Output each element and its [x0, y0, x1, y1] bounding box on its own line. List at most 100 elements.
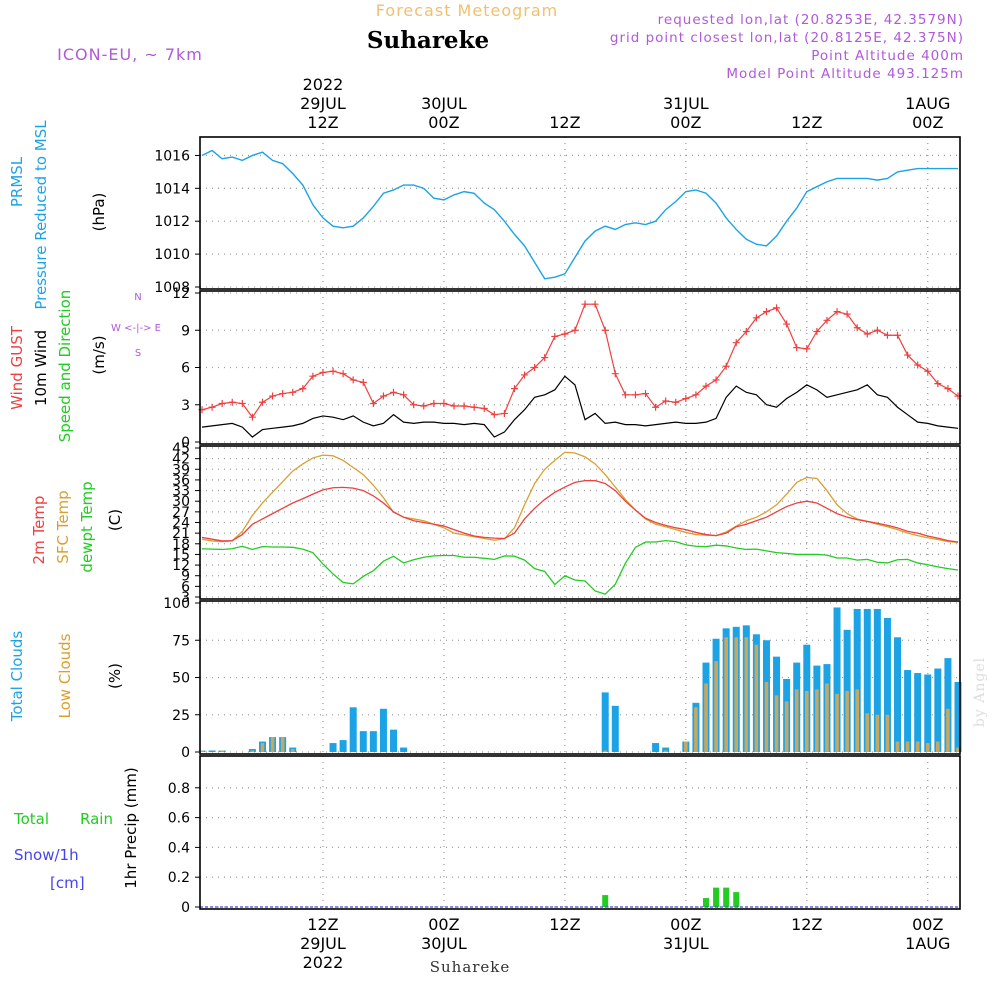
gust-point [833, 308, 841, 316]
direction-label: Speed and Direction [56, 290, 74, 443]
gust-point [551, 332, 559, 340]
low-cloud-bar [270, 737, 275, 752]
gust-point [611, 370, 619, 378]
wind-panel: 0 3 6 9 12 [172, 286, 962, 451]
low-cloud-bar [764, 681, 769, 752]
low-cloud-bar [704, 683, 708, 752]
y-tick-label: 50 [172, 671, 190, 687]
gust-point [591, 300, 599, 308]
gust-point [712, 376, 720, 384]
rain-bar [713, 887, 720, 907]
total-cloud-bar [390, 729, 398, 752]
wind-unit: (m/s) [90, 335, 108, 374]
gust-point [853, 324, 861, 332]
y-tick-label: 15 [172, 547, 190, 563]
low-cloud-bar [663, 750, 668, 752]
low-cloud-bar [714, 661, 718, 752]
gust-point [248, 413, 256, 421]
gust-point [752, 314, 760, 322]
y-tick-label: 1016 [154, 148, 190, 164]
total-cloud-bar [662, 747, 670, 752]
total-cloud-bar [934, 668, 942, 752]
location-title: Suhareke [367, 27, 489, 54]
gust-point [440, 400, 448, 408]
gust-point [601, 326, 609, 334]
time-axis-label: 00Z [912, 915, 943, 934]
gust-point [450, 402, 458, 410]
gust-point [218, 400, 226, 408]
low-cloud-bar [845, 690, 849, 752]
y-tick-label: 100 [163, 596, 190, 612]
rain-bar [723, 887, 730, 907]
y-tick-label: 6 [181, 579, 190, 595]
low-cloud-bar [744, 637, 749, 752]
gust-point [732, 339, 740, 347]
y-tick-label: 0 [181, 745, 190, 761]
gust-point [662, 397, 670, 405]
y-tick-label: 0.6 [168, 811, 190, 827]
requested-coords: requested lon,lat (20.8253E, 42.3579N) [658, 12, 964, 28]
total-cloud-bar [652, 743, 660, 752]
gust-point [894, 331, 902, 339]
total-cloud-bar [863, 608, 871, 752]
y-tick-label: 24 [172, 516, 190, 532]
snow-unit: [cm] [50, 874, 85, 892]
gust-point [531, 364, 539, 371]
time-axis-label: 2022 [303, 75, 344, 94]
gust-point [944, 385, 952, 393]
y-tick-label: 42 [172, 452, 190, 468]
low-cloud-bar [200, 750, 204, 752]
gust-point [631, 391, 639, 399]
time-axis-label: 12Z [307, 915, 338, 934]
low-cloud-bar [925, 743, 930, 752]
gust-point [480, 404, 488, 412]
gust-point [873, 326, 881, 334]
gust-point [269, 392, 277, 400]
gust-point [390, 388, 398, 396]
time-axis-label: 1AUG [905, 94, 950, 113]
gust-point [279, 390, 287, 398]
gust-point [883, 331, 891, 339]
gust-point [702, 382, 710, 390]
time-axis-label: 29JUL [300, 934, 346, 953]
total-cloud-bar [349, 707, 357, 752]
y-tick-label: 30 [172, 494, 190, 510]
y-tick-label: 39 [172, 462, 190, 478]
compass-s: S [135, 348, 141, 359]
low-cloud-bar [805, 690, 809, 752]
time-axis-label: 29JUL [300, 94, 346, 113]
gust-point [521, 371, 529, 379]
gust-point [541, 354, 549, 362]
gust-point [289, 388, 297, 396]
time-axis-label: 30JUL [421, 934, 467, 953]
gust-point [510, 385, 518, 393]
time-axis-label: 00Z [428, 113, 459, 132]
point-altitude: Point Altitude 400m [811, 48, 964, 64]
low-cloud-bar [905, 741, 910, 752]
y-tick-label: 0 [181, 900, 190, 916]
time-axis-label: 2022 [303, 953, 344, 972]
gust-point [228, 398, 236, 406]
gust-point [500, 409, 508, 417]
gust-point [934, 380, 942, 388]
total-cloud-bar [601, 692, 609, 752]
cloud-panel: 0 25 50 75 100 [163, 596, 962, 761]
low-cloud-bar [936, 741, 940, 752]
precip-unit: 1hr Precip (mm) [122, 767, 140, 888]
wind10-label: 10m Wind [32, 330, 50, 406]
t2m-label: 2m Temp [30, 496, 48, 565]
gust-point [430, 400, 438, 408]
gust-point [793, 344, 801, 352]
low-cloud-bar [603, 750, 607, 752]
gust-point [400, 391, 408, 399]
gust-point [863, 330, 871, 338]
total-cloud-bar [873, 608, 881, 752]
low-cloud-bar [885, 714, 890, 752]
low-cloud-bar [915, 741, 920, 752]
total-cloud-bar [611, 705, 619, 752]
low-cloud-bar [774, 695, 779, 752]
rain-bar [733, 892, 740, 907]
